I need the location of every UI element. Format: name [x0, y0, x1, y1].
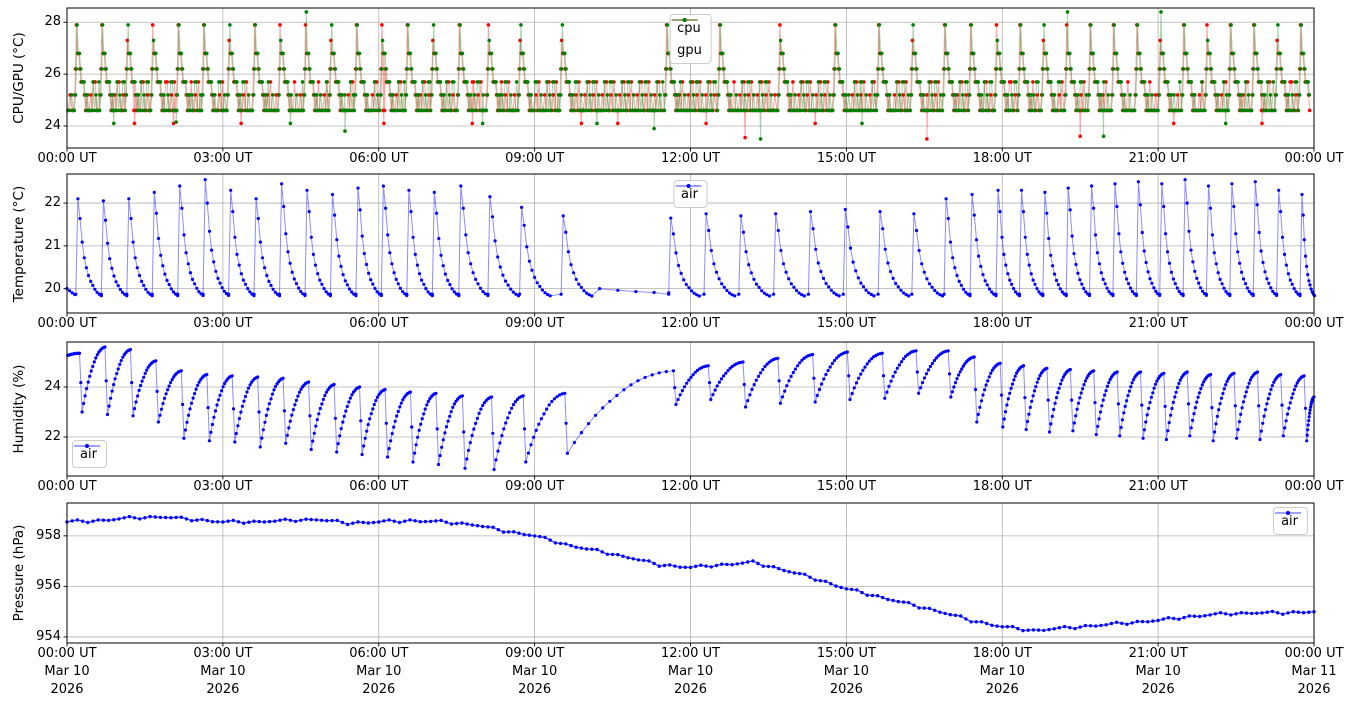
x-tick-date-label: Mar 10: [667, 664, 714, 679]
x-tick-label: 12:00 UT: [660, 479, 721, 494]
legend-label: air: [681, 186, 698, 202]
x-tick-year-label: 2026: [829, 682, 863, 697]
x-tick-year-label: 2026: [50, 682, 84, 697]
x-tick-year-label: 2026: [673, 682, 708, 697]
temperature-ylabel: Temperature (°C): [11, 185, 27, 302]
x-tick-label: 21:00 UT: [1128, 646, 1188, 661]
y-tick-label: 956: [36, 578, 61, 594]
series-markers-gpu: [66, 10, 1312, 141]
y-tick-label: 28: [44, 14, 61, 30]
x-tick-label: 03:00 UT: [193, 151, 253, 166]
legend-line-marker-icon: [675, 184, 702, 188]
x-tick-label: 03:00 UT: [193, 646, 253, 661]
x-tick-label: 15:00 UT: [816, 646, 876, 661]
legend-label: gpu: [677, 42, 702, 58]
x-tick-label: 06:00 UT: [349, 316, 409, 331]
x-tick-date-label: Mar 10: [356, 664, 402, 679]
legend-label: air: [1281, 513, 1298, 529]
humidity-ylabel: Humidity (%): [11, 364, 27, 454]
x-tick-label: 06:00 UT: [349, 646, 409, 661]
x-tick-date-label: Mar 10: [44, 664, 90, 679]
x-tick-label: 18:00 UT: [972, 316, 1032, 331]
x-tick-label: 09:00 UT: [505, 646, 565, 661]
x-tick-date-label: Mar 10: [1135, 664, 1181, 679]
x-tick-label: 21:00 UT: [1128, 479, 1188, 494]
pressure-ylabel: Pressure (hPa): [11, 524, 27, 622]
x-tick-label: 21:00 UT: [1128, 316, 1188, 331]
x-tick-date-label: Mar 10: [823, 664, 869, 679]
y-tick-label: 22: [44, 195, 61, 211]
x-tick-year-label: 2026: [206, 682, 240, 697]
x-tick-label: 18:00 UT: [972, 151, 1032, 166]
x-tick-label: 00:00 UT: [1284, 316, 1344, 331]
humidity-legend: air: [72, 440, 107, 468]
legend-line-marker-icon: [74, 444, 100, 448]
y-tick-label: 24: [44, 379, 61, 394]
x-tick-label: 06:00 UT: [349, 151, 409, 166]
y-tick-label: 24: [44, 117, 61, 133]
x-tick-label: 06:00 UT: [349, 479, 409, 494]
x-tick-label: 12:00 UT: [660, 316, 721, 331]
x-tick-year-label: 2026: [518, 682, 552, 697]
x-tick-label: 15:00 UT: [816, 479, 876, 494]
x-tick-label: 15:00 UT: [816, 151, 876, 166]
series-markers-air: [65, 178, 1317, 298]
legend-label: cpu: [677, 20, 701, 36]
legend-entry-air: air: [1275, 510, 1302, 532]
x-tick-label: 00:00 UT: [1284, 479, 1344, 494]
cpu-gpu-ylabel: CPU/GPU (°C): [11, 32, 27, 124]
x-tick-label: 12:00 UT: [660, 151, 721, 166]
cpu-gpu-legend: cpu gpu: [669, 14, 712, 64]
y-tick-label: 20: [44, 280, 61, 296]
y-tick-label: 21: [44, 237, 61, 253]
series-markers-air: [66, 345, 1316, 472]
x-tick-label: 15:00 UT: [816, 316, 876, 331]
x-tick-year-label: 2026: [362, 682, 396, 697]
humidity-canvas: [63, 341, 1316, 480]
x-tick-label: 03:00 UT: [193, 479, 253, 494]
legend-label: air: [80, 446, 97, 462]
x-tick-label: 00:00 UT: [37, 316, 97, 331]
pressure-canvas: [63, 502, 1316, 647]
pressure-plot: air: [63, 502, 1316, 647]
x-tick-label: 09:00 UT: [505, 151, 565, 166]
legend-entry-air: air: [74, 443, 100, 465]
series-markers-air: [65, 514, 1316, 633]
legend-line-marker-icon: [1275, 511, 1302, 515]
x-tick-label: 00:00 UT: [1284, 151, 1344, 166]
legend-entry-gpu: gpu: [671, 18, 702, 61]
cpu-gpu-canvas: [63, 7, 1315, 152]
pressure-legend: air: [1273, 507, 1308, 535]
x-tick-year-label: 2026: [985, 682, 1019, 697]
x-tick-year-label: 2026: [1141, 682, 1175, 697]
y-tick-label: 26: [44, 66, 61, 82]
x-tick-label: 00:00 UT: [37, 151, 97, 166]
y-tick-label: 954: [36, 628, 61, 644]
x-tick-date-label: Mar 10: [200, 664, 246, 679]
temperature-legend: air: [673, 180, 708, 208]
x-tick-label: 00:00 UT: [1284, 646, 1344, 661]
y-tick-label: 22: [44, 429, 61, 444]
legend-entry-air: air: [675, 183, 702, 205]
y-tick-label: 958: [36, 527, 61, 543]
humidity-plot: air: [63, 341, 1316, 480]
x-tick-label: 21:00 UT: [1128, 151, 1188, 166]
cpu-gpu-plot: cpu gpu: [63, 7, 1315, 152]
x-tick-label: 18:00 UT: [972, 479, 1032, 494]
x-tick-year-label: 2026: [1297, 682, 1331, 697]
temperature-plot: air: [63, 173, 1317, 317]
x-tick-date-label: Mar 11: [1291, 664, 1337, 679]
x-tick-date-label: Mar 10: [979, 664, 1025, 679]
x-tick-label: 00:00 UT: [37, 646, 97, 661]
x-tick-label: 09:00 UT: [505, 479, 565, 494]
temperature-canvas: [63, 173, 1317, 317]
x-tick-label: 18:00 UT: [972, 646, 1032, 661]
x-tick-label: 03:00 UT: [193, 316, 253, 331]
x-tick-label: 12:00 UT: [660, 646, 721, 661]
x-tick-date-label: Mar 10: [512, 664, 558, 679]
x-tick-label: 00:00 UT: [37, 479, 97, 494]
x-tick-label: 09:00 UT: [505, 316, 565, 331]
legend-line-marker-icon: [671, 18, 698, 22]
